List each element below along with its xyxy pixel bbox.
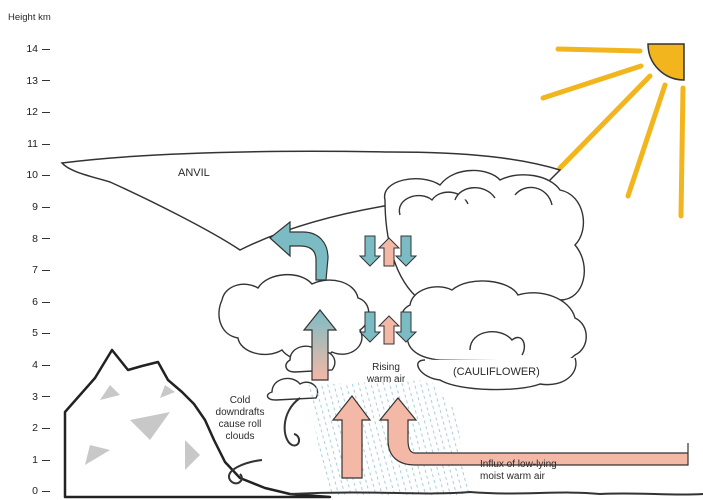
- y-tick-mark: [42, 491, 50, 493]
- y-tick-mark: [42, 238, 50, 240]
- y-tick: 8: [8, 233, 60, 245]
- y-tick-mark: [42, 396, 50, 398]
- cauliflower-label: (CAULIFLOWER): [453, 366, 540, 378]
- y-tick-label: 12: [26, 106, 38, 119]
- influx-label: Influx of low-lying moist warm air: [480, 459, 557, 483]
- y-tick-label: 1: [32, 453, 38, 466]
- y-tick-mark: [42, 111, 50, 113]
- influx-arrow: [378, 397, 689, 466]
- cold-line-3: cause roll: [218, 419, 262, 430]
- y-tick-mark: [42, 206, 50, 208]
- y-tick: 0: [8, 485, 60, 497]
- arrow-up: [331, 395, 372, 479]
- y-tick-label: 9: [32, 201, 38, 213]
- y-tick-label: 0: [32, 485, 38, 498]
- y-tick: 7: [8, 264, 60, 276]
- cumulonimbus-cloud: [218, 169, 587, 401]
- y-tick-mark: [42, 459, 50, 461]
- y-tick: 14: [8, 43, 60, 55]
- y-tick: 13: [8, 75, 60, 87]
- y-tick-mark: [42, 48, 50, 50]
- y-tick-mark: [42, 427, 50, 429]
- axis-title: Height km: [8, 12, 51, 23]
- y-tick: 3: [8, 391, 60, 403]
- y-tick-label: 7: [32, 264, 38, 277]
- y-tick: 11: [8, 138, 60, 150]
- y-tick: 12: [8, 106, 60, 118]
- cold-downdrafts-label: Cold downdrafts cause roll clouds: [205, 395, 275, 443]
- influx-line-1: Influx of low-lying: [480, 459, 557, 470]
- y-tick-label: 13: [26, 74, 38, 87]
- y-tick-label: 6: [32, 295, 38, 308]
- y-tick-mark: [42, 269, 50, 271]
- y-tick-label: 10: [26, 169, 38, 182]
- y-tick-label: 4: [32, 359, 38, 371]
- y-tick-mark: [42, 364, 50, 366]
- y-tick-mark: [42, 143, 50, 145]
- y-tick: 1: [8, 454, 60, 466]
- y-tick: 10: [8, 169, 60, 181]
- y-tick-label: 11: [27, 137, 38, 150]
- rising-air-line-2: warm air: [366, 374, 406, 385]
- arrow-down: [358, 311, 418, 345]
- cold-line-2: downdrafts: [215, 407, 265, 418]
- rising-air-line-1: Rising: [372, 362, 400, 373]
- arrow-up: [302, 309, 338, 381]
- y-tick: 9: [8, 201, 60, 213]
- sun-icon: [540, 43, 686, 219]
- influx-line-2: moist warm air: [480, 471, 546, 482]
- y-tick-label: 14: [26, 43, 38, 55]
- y-tick: 6: [8, 296, 60, 308]
- anvil-label: ANVIL: [178, 167, 210, 179]
- roll-cloud: [227, 459, 263, 485]
- y-tick-label: 5: [32, 327, 38, 340]
- y-tick-mark: [42, 175, 50, 177]
- y-tick: 4: [8, 359, 60, 371]
- cold-line-4: clouds: [225, 431, 255, 442]
- ground: [289, 490, 703, 496]
- y-tick-label: 8: [32, 232, 38, 245]
- y-tick: 2: [8, 422, 60, 434]
- roll-cloud: [283, 397, 301, 447]
- cold-line-1: Cold: [229, 395, 251, 406]
- y-tick: 5: [8, 327, 60, 339]
- outflow-arrow: [269, 220, 329, 281]
- arrow-down: [358, 235, 418, 267]
- y-tick-mark: [42, 301, 50, 303]
- y-tick-label: 2: [32, 422, 38, 435]
- y-tick-label: 3: [32, 390, 38, 403]
- y-tick-mark: [42, 333, 50, 335]
- y-tick-mark: [42, 80, 50, 82]
- rising-air-label: Rising warm air: [356, 362, 416, 386]
